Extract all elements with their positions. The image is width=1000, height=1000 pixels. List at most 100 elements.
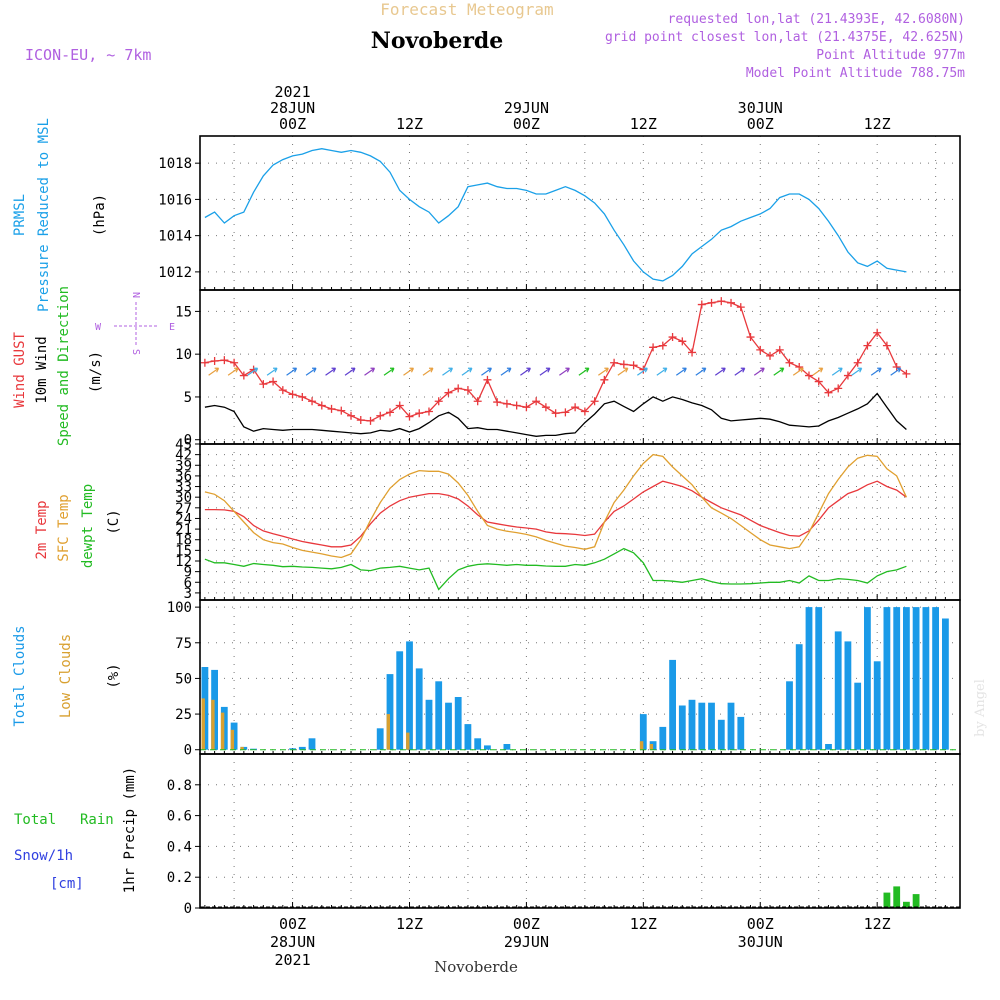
time-label-bottom: 12Z: [864, 915, 891, 933]
wind-arrow: [208, 367, 220, 376]
ytick-label: 75: [175, 636, 192, 652]
gust-marker: [493, 398, 502, 407]
ytick-label: 5: [184, 390, 192, 406]
ytick-label: 24: [175, 511, 192, 527]
ytick-label: 15: [175, 543, 192, 559]
gust-marker: [863, 341, 872, 350]
bar-total-clouds: [474, 738, 482, 750]
bar-total-clouds: [230, 722, 238, 750]
bar-total-clouds: [250, 748, 257, 750]
gust-marker: [551, 409, 560, 418]
cloud-ylabel-total: Total Clouds: [12, 625, 28, 726]
gust-marker: [366, 416, 375, 425]
gust-marker: [317, 401, 326, 410]
wind-arrow: [247, 367, 259, 376]
wind-arrow: [364, 367, 376, 376]
time-label-bottom: 30JUN: [738, 933, 783, 951]
time-label-top: 29JUN: [504, 99, 549, 117]
gridpoint-coords: grid point closest lon,lat (21.4375E, 42…: [605, 30, 965, 45]
gust-marker: [288, 390, 297, 399]
bar-low-clouds: [220, 712, 225, 750]
bar-total-clouds: [893, 607, 901, 750]
cloud-ylabel-low: Low Clouds: [58, 634, 74, 718]
wind-ylabel-10m: 10m Wind: [34, 336, 50, 403]
bar-total-clouds: [445, 702, 452, 750]
gust-marker: [834, 384, 843, 393]
gust-marker: [278, 386, 287, 395]
bar-total-rain: [883, 892, 891, 908]
bar-total-clouds: [844, 641, 852, 750]
bar-low-clouds: [406, 732, 410, 750]
gust-marker: [590, 397, 599, 406]
wind-arrow: [675, 367, 687, 376]
ytick-label: 0: [184, 743, 192, 759]
panel-2: 0 5 10 15: [175, 289, 961, 449]
temp-ylabel-unit: (C): [106, 509, 122, 534]
gust-marker: [902, 369, 911, 378]
wind-arrow: [520, 367, 531, 376]
gust-marker: [804, 371, 813, 380]
gust-marker: [210, 357, 219, 366]
ytick-label: 50: [175, 671, 192, 687]
precip-ylabel: 1hr Precip (mm): [122, 767, 138, 893]
gust-marker: [580, 407, 589, 416]
time-label-top: 2021: [275, 83, 311, 101]
gust-marker: [220, 356, 229, 365]
bar-total-clouds: [795, 644, 803, 750]
gust-marker: [561, 408, 570, 417]
bar-total-clouds: [737, 716, 745, 750]
wind-ylabel-speed: Speed and Direction: [56, 286, 72, 446]
bar-total-clouds: [708, 702, 715, 750]
precip-legend-rain: Rain: [80, 812, 114, 828]
ytick-label: 45: [175, 437, 192, 453]
wind-compass: N E W S: [95, 292, 175, 355]
gust-marker: [814, 377, 823, 386]
panels: 1012101410161018051015369121518212427303…: [158, 135, 961, 917]
bar-total-clouds: [503, 744, 511, 750]
ytick-label: 0.6: [167, 809, 192, 825]
bar-total-clouds: [688, 699, 696, 750]
point-altitude: Point Altitude 977m: [816, 48, 965, 63]
gust-marker: [678, 337, 687, 346]
ytick-label: 3: [184, 586, 192, 602]
bar-total-clouds: [298, 746, 306, 750]
temp-ylabel-dewpt: dewpt Temp: [80, 484, 96, 568]
gust-marker: [473, 397, 482, 406]
gust-marker: [843, 371, 852, 380]
ytick-label: 0.8: [167, 778, 192, 794]
gust-marker: [259, 380, 268, 389]
gust-marker: [502, 399, 511, 408]
compass-w: W: [95, 322, 102, 333]
bar-total-clouds: [669, 659, 676, 750]
ytick-label: 0.4: [167, 839, 192, 855]
wind-arrow: [734, 367, 746, 376]
precip-legend-cm: [cm]: [50, 876, 84, 892]
ytick-label: 25: [175, 707, 192, 723]
bar-total-clouds: [932, 607, 939, 750]
compass-s: S: [130, 349, 141, 355]
cloud-ylabel-unit: (%): [106, 663, 122, 688]
time-label-bottom: 00Z: [513, 915, 540, 933]
product-title: Forecast Meteogram: [380, 0, 553, 19]
gust-marker: [327, 404, 336, 413]
ytick-label: 15: [175, 304, 192, 320]
gust-marker: [463, 386, 472, 395]
time-label-top: 00Z: [279, 115, 306, 133]
bar-total-clouds: [396, 651, 404, 750]
watermark: by Angel: [973, 679, 988, 737]
gust-marker: [610, 358, 619, 367]
ytick-label: 9: [184, 565, 192, 581]
series-line-sfc-temp: [204, 453, 907, 559]
precip-legend-total: Total: [14, 812, 56, 828]
gust-marker: [200, 358, 209, 367]
gust-marker: [386, 408, 394, 417]
panel-4: 0 25 50 75 100: [167, 599, 961, 759]
wind-arrow: [266, 367, 278, 376]
pressure-ylabel-prmsl: PRMSL: [12, 194, 28, 236]
ytick-label: 100: [167, 600, 192, 616]
time-label-bottom: 2021: [275, 951, 311, 969]
ytick-label: 36: [175, 469, 192, 485]
gust-marker: [512, 401, 521, 410]
gust-marker: [649, 343, 658, 352]
